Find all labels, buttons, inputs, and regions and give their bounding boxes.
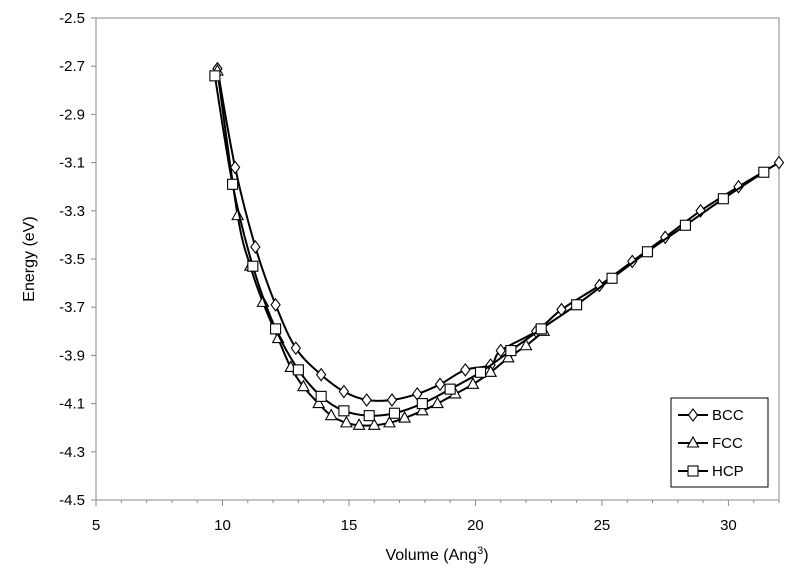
data-point-hcp [416,398,428,410]
data-point-hcp [247,260,259,272]
y-tick-label: -3.7 [59,299,85,316]
legend: BCC FCC HCP [670,397,769,488]
y-tick-label: -4.1 [59,396,85,413]
data-point-bcc [229,160,241,175]
legend-marker-bcc [687,408,699,422]
legend-label-hcp: HCP [712,463,744,480]
y-tick-label: -3.5 [59,251,85,268]
series-line-fcc [216,70,545,427]
data-point-fcc [340,415,353,428]
y-axis-title: Energy (eV) [21,216,38,301]
data-point-bcc [270,297,281,312]
series-fcc [210,63,551,430]
y-tick-label: -4.3 [59,444,85,461]
data-point-fcc [398,410,412,423]
data-point-bcc [773,155,785,170]
data-point-hcp [571,299,583,311]
data-point-hcp [227,178,239,190]
x-tick-label: 5 [92,517,100,534]
series-hcp [209,70,770,422]
data-point-fcc [312,396,326,409]
y-tick-label: -2.5 [59,10,85,27]
data-point-fcc [484,365,498,377]
data-point-bcc [290,341,302,356]
x-tick-label: 20 [467,517,484,534]
data-point-hcp [338,405,350,417]
data-point-fcc [501,350,515,363]
x-tick-label: 10 [214,517,231,534]
data-point-hcp [270,323,282,335]
data-point-bcc [434,377,446,392]
data-point-hcp [535,323,547,335]
data-point-hcp [679,219,691,231]
data-point-bcc [361,393,372,407]
data-point-fcc [383,415,396,428]
data-point-hcp [292,364,304,376]
data-point-hcp [606,272,618,284]
data-point-hcp [315,390,327,402]
data-point-hcp [363,410,375,422]
data-point-hcp [209,70,221,82]
x-axis-title: Volume (Ang3) [385,545,488,564]
data-point-hcp [641,246,654,258]
y-tick-label: -4.5 [59,492,85,509]
legend-label-fcc: FCC [712,435,743,452]
x-axis-title-text: Volume (Ang [385,547,477,564]
legend-marker-fcc [686,435,700,448]
data-point-fcc [367,418,381,430]
data-point-bcc [315,367,327,382]
y-axis: -2.5 -2.7 -2.9 -3.1 -3.3 -3.5 -3.7 -3.9 -4.1 -4.3… [59,10,96,509]
data-point-bcc [250,240,261,254]
legend-label-bcc: BCC [712,407,744,424]
series-bcc [212,61,785,407]
data-point-fcc [466,377,480,389]
data-point-fcc [352,418,366,430]
x-tick-label: 25 [594,517,611,534]
data-point-fcc [296,379,310,392]
data-point-fcc [431,396,444,409]
data-point-hcp [444,383,456,395]
data-point-hcp [758,166,770,178]
x-tick-label: 30 [720,517,737,534]
data-point-fcc [415,403,429,416]
data-point-hcp [388,407,401,419]
x-tick-label: 15 [341,517,358,534]
y-tick-label: -3.3 [59,203,85,220]
x-axis-title-close: ) [483,547,488,564]
data-point-bcc [338,384,350,399]
x-axis-title-superscript: 3 [477,545,483,557]
data-point-bcc [495,343,506,358]
y-tick-label: -2.7 [59,58,85,75]
series-layer [209,61,785,430]
legend-marker-hcp [687,465,699,477]
y-tick-label: -3.1 [59,155,85,172]
y-tick-label: -2.9 [59,106,85,123]
data-point-hcp [474,366,487,378]
x-axis: 5 10 15 20 25 30 [92,500,780,534]
y-tick-label: -3.9 [59,347,85,364]
data-point-hcp [505,345,517,357]
data-point-fcc [324,408,338,421]
data-point-fcc [519,338,533,351]
data-point-bcc [460,362,471,377]
data-point-hcp [717,193,729,205]
data-point-bcc [386,393,398,407]
